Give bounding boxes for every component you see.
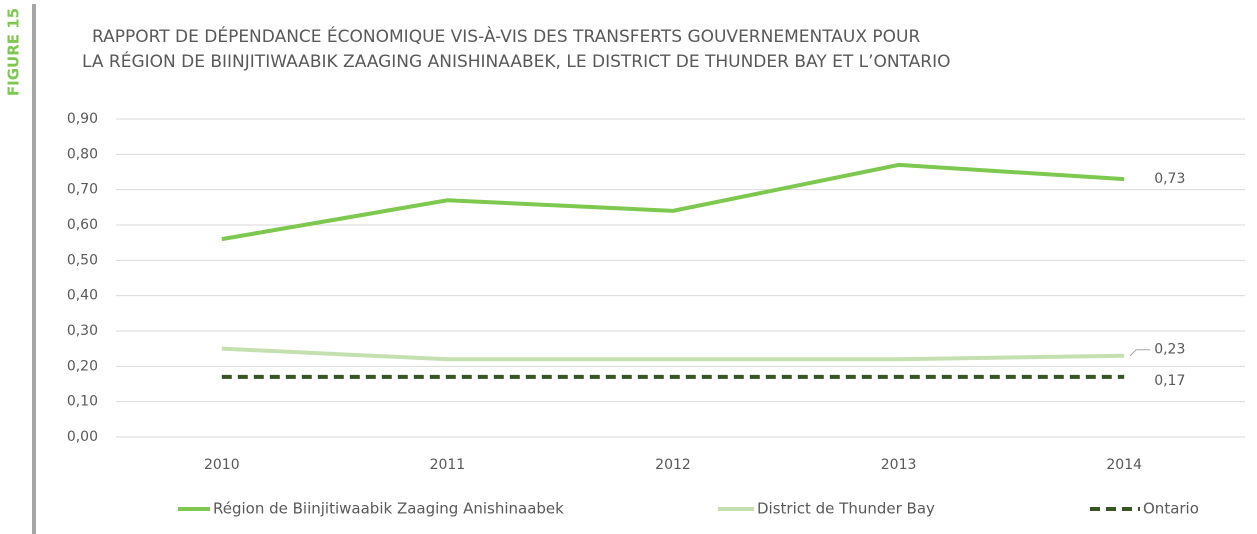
- chart-title: LA RÉGION DE BIINJITIWAABIK ZAAGING ANIS…: [82, 50, 951, 72]
- y-tick-label: 0,00: [67, 429, 98, 445]
- y-tick-label: 0,30: [67, 323, 98, 339]
- x-tick-label: 2011: [430, 457, 466, 473]
- legend-label: District de Thunder Bay: [757, 500, 935, 518]
- leader-line: [1129, 349, 1151, 357]
- y-tick-label: 0,80: [67, 146, 98, 162]
- figure-label: FIGURE 15: [5, 8, 23, 96]
- value-label: 0,23: [1154, 342, 1185, 358]
- y-tick-label: 0,60: [67, 217, 98, 233]
- x-tick-label: 2013: [881, 457, 917, 473]
- y-tick-label: 0,40: [67, 288, 98, 304]
- y-tick-label: 0,50: [67, 252, 98, 268]
- series-line: [221, 162, 1125, 242]
- value-label: 0,17: [1154, 373, 1185, 389]
- y-tick-label: 0,10: [67, 394, 98, 410]
- chart-title: RAPPORT DE DÉPENDANCE ÉCONOMIQUE VIS-À-V…: [92, 25, 920, 47]
- y-tick-label: 0,90: [67, 111, 98, 127]
- series-line: [221, 346, 1125, 362]
- x-tick-label: 2010: [204, 457, 240, 473]
- legend-label: Ontario: [1143, 500, 1199, 518]
- y-tick-label: 0,20: [67, 358, 98, 374]
- y-tick-label: 0,70: [67, 182, 98, 198]
- value-label: 0,73: [1154, 171, 1185, 187]
- x-tick-label: 2014: [1106, 457, 1142, 473]
- legend-label: Région de Biinjitiwaabik Zaaging Anishin…: [213, 500, 564, 518]
- x-tick-label: 2012: [655, 457, 691, 473]
